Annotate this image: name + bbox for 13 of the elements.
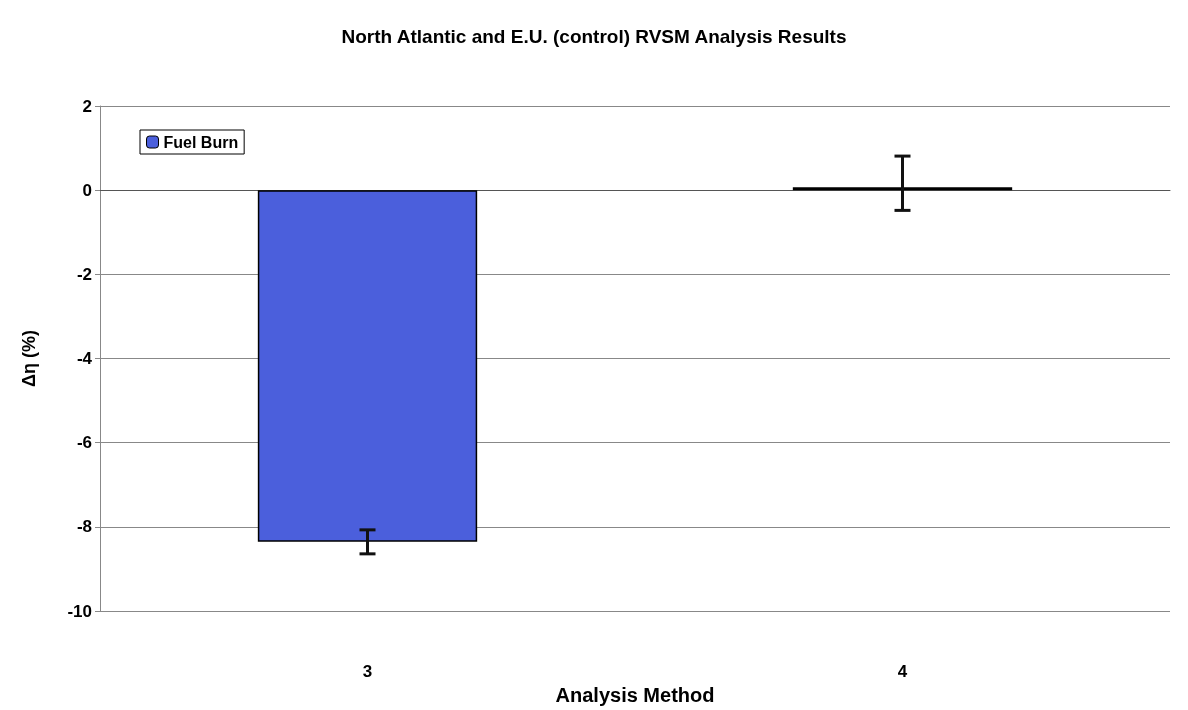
- y-tick-label: -8: [76, 517, 92, 537]
- y-tick-label: -4: [76, 349, 93, 369]
- x-tick-label: 3: [362, 662, 373, 682]
- y-tick-label: -6: [76, 433, 92, 453]
- y-axis-title: Δη (%): [19, 330, 39, 388]
- y-tick-label: -10: [67, 601, 92, 621]
- x-tick-label: 4: [897, 662, 908, 682]
- y-tick-label: 2: [82, 96, 92, 116]
- x-axis-title: Analysis Method: [555, 684, 715, 706]
- chart-title: North Atlantic and E.U. (control) RVSM Analysis Results: [341, 26, 847, 47]
- y-tick-label: 0: [82, 180, 92, 200]
- legend-label: Fuel Burn: [163, 133, 239, 151]
- y-tick-label: -2: [76, 264, 92, 284]
